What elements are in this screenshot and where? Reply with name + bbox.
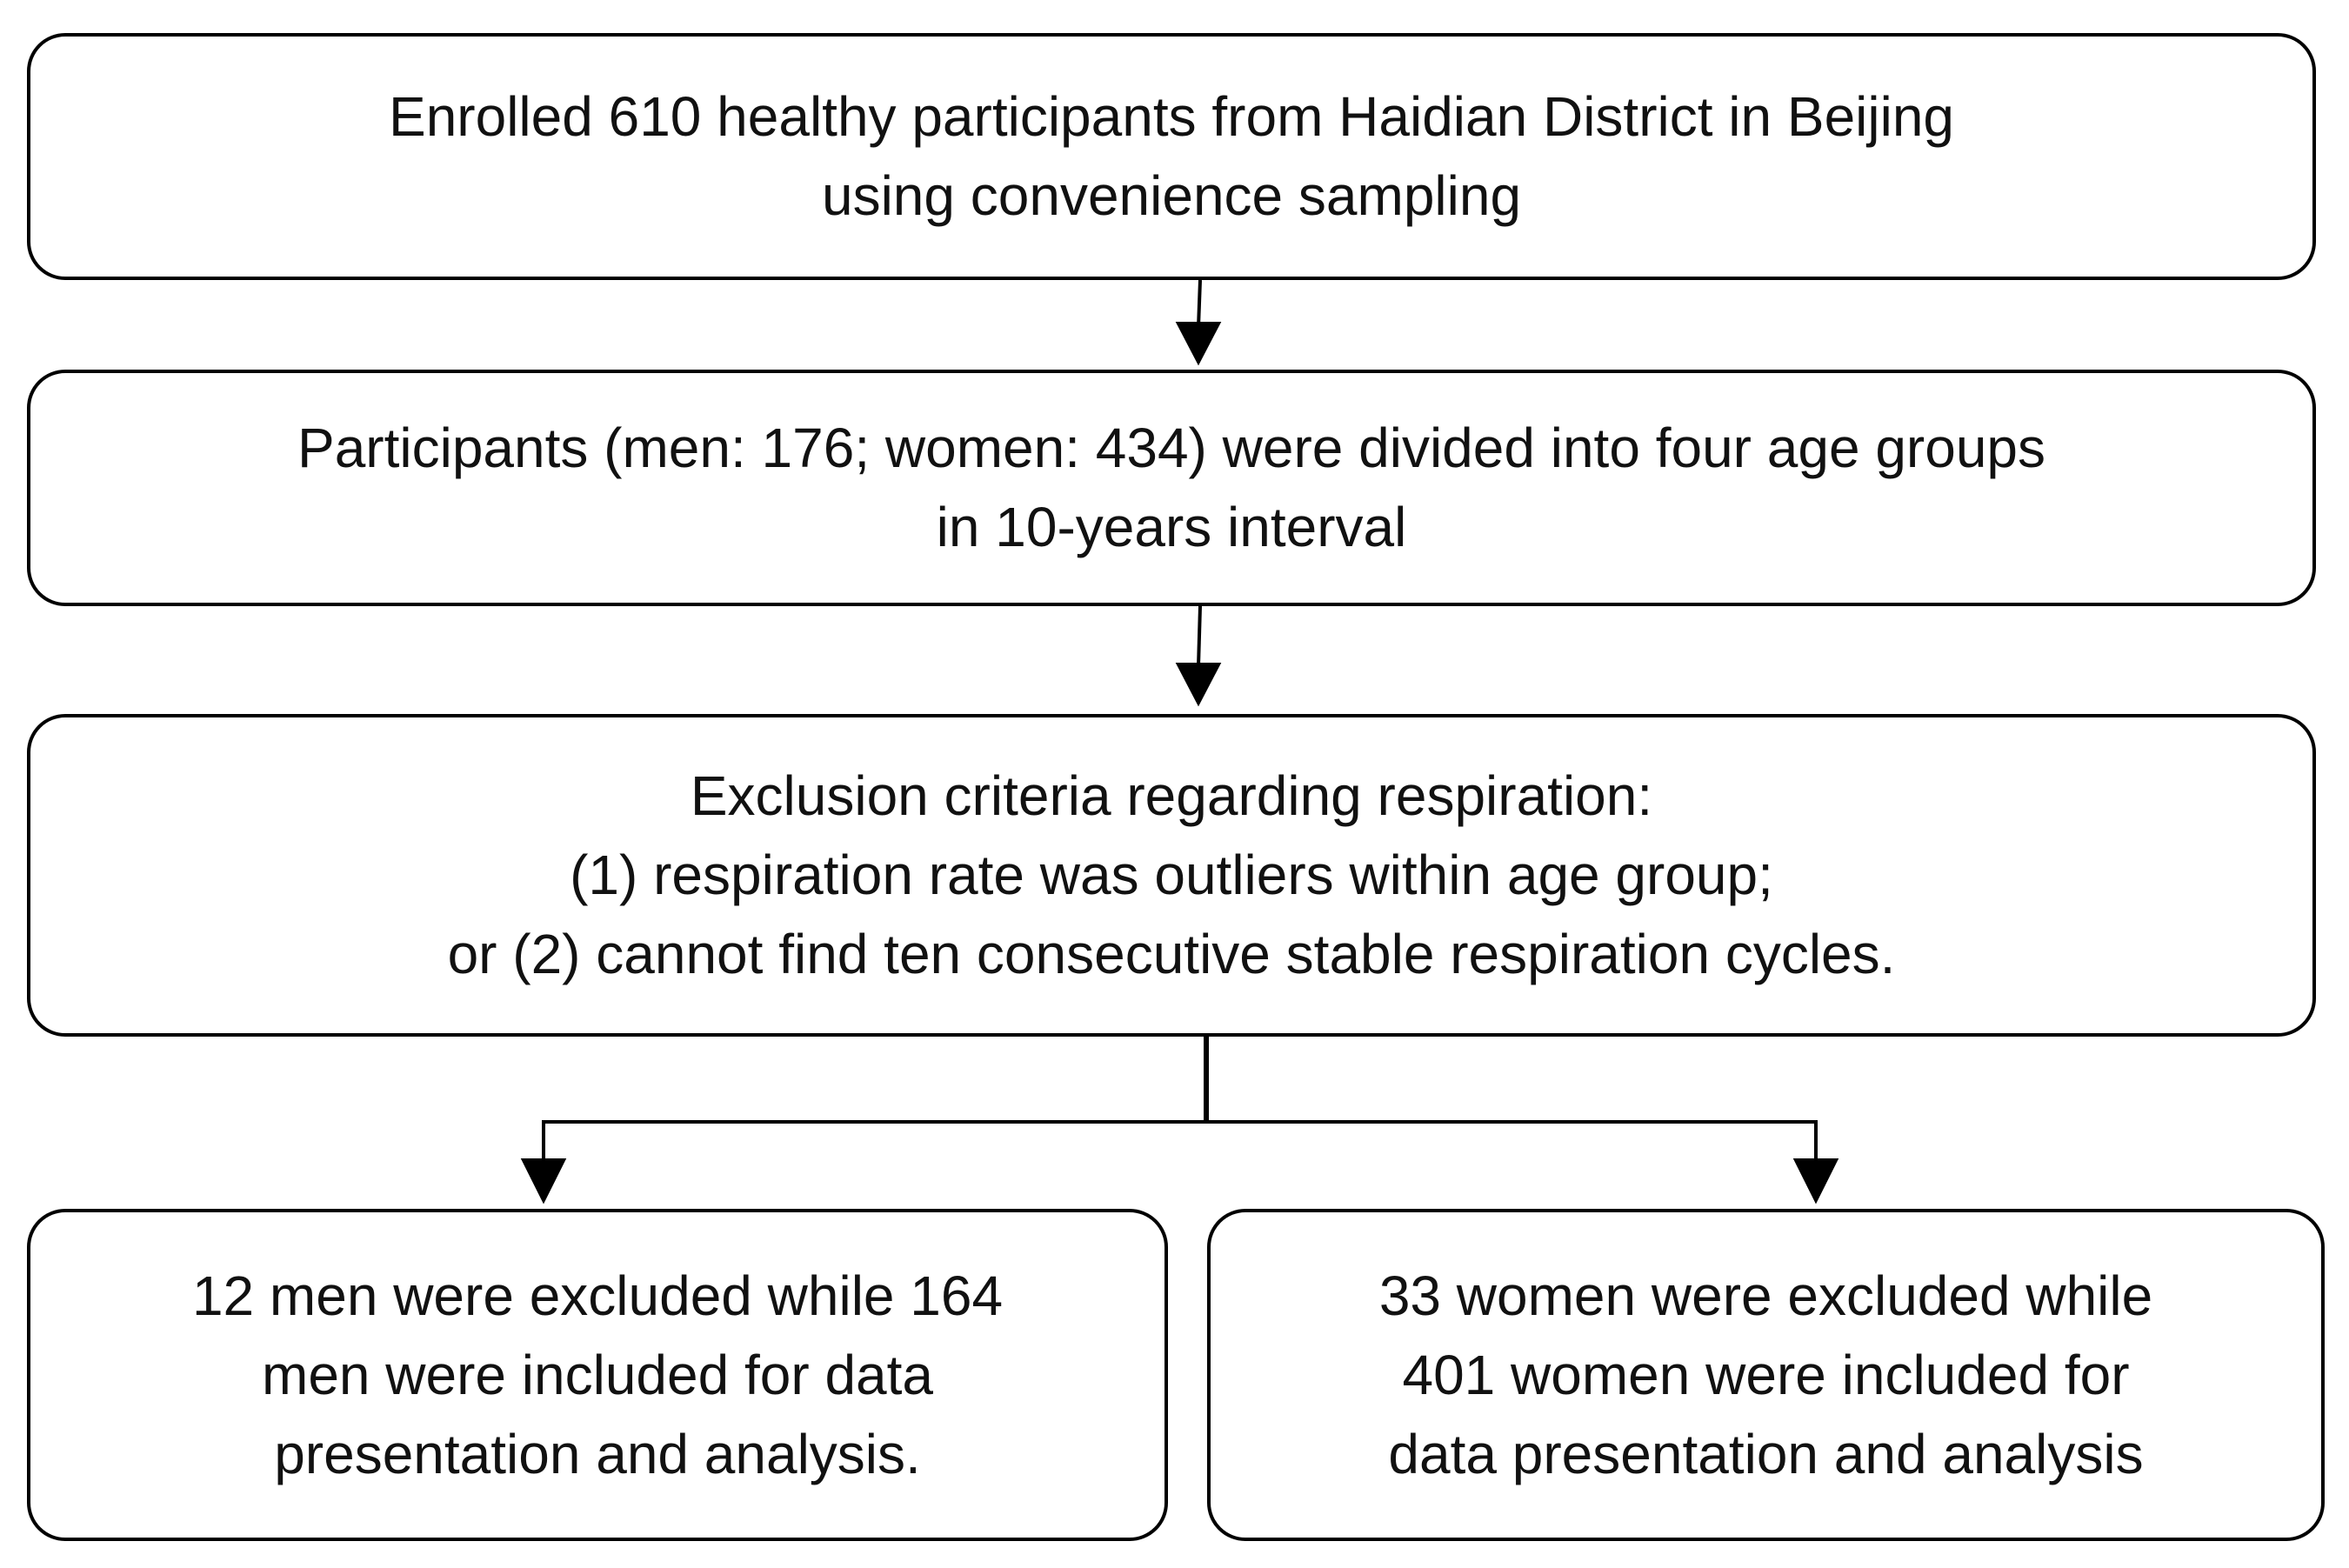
- women-result-box: 33 women were excluded while 401 women we…: [1207, 1209, 2325, 1541]
- box-text-line: (1) respiration rate was outliers within…: [570, 844, 1773, 906]
- box-text-line: presentation and analysis.: [274, 1422, 921, 1485]
- grouping-box: Participants (men: 176; women: 434) were…: [27, 370, 2316, 606]
- arrow-head: [1175, 663, 1222, 707]
- arrow-head: [1792, 1158, 1839, 1204]
- box-text-line: or (2) cannot find ten consecutive stabl…: [447, 923, 1896, 985]
- enrollment-box: Enrolled 610 healthy participants from H…: [27, 33, 2316, 280]
- arrow-shaft: [1197, 605, 1202, 667]
- exclusion-box: Exclusion criteria regarding respiration…: [27, 714, 2316, 1037]
- box-text-line: using convenience sampling: [821, 164, 1522, 227]
- box-text-line: data presentation and analysis: [1388, 1422, 2144, 1485]
- box-text-line: 401 women were included for: [1402, 1343, 2130, 1406]
- box-text-line: 33 women were excluded while: [1378, 1264, 2153, 1327]
- box-text-line: Exclusion criteria regarding respiration…: [690, 764, 1653, 827]
- box-text-line: 12 men were excluded while 164: [191, 1264, 1004, 1327]
- box-text-line: men were included for data: [262, 1343, 933, 1406]
- branch-bar: [542, 1120, 1818, 1162]
- box-text-line: in 10-years interval: [936, 496, 1407, 558]
- arrow-shaft: [1197, 279, 1202, 328]
- arrow-head: [520, 1158, 567, 1204]
- box-text-line: Participants (men: 176; women: 434) were…: [297, 417, 2045, 479]
- box-text-line: Enrolled 610 healthy participants from H…: [389, 85, 1954, 148]
- arrow-head: [1175, 322, 1222, 366]
- men-result-box: 12 men were excluded while 164 men were i…: [27, 1209, 1168, 1541]
